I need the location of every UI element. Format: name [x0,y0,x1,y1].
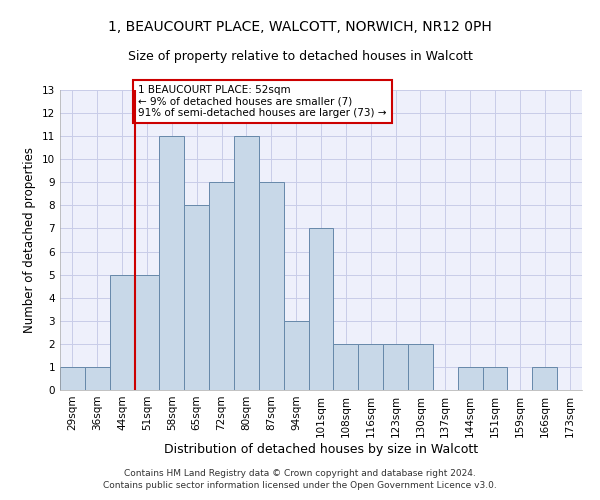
Bar [209,182,234,390]
Bar [60,367,85,390]
Bar [532,367,557,390]
X-axis label: Distribution of detached houses by size in Walcott: Distribution of detached houses by size … [164,442,478,456]
Bar [234,136,259,390]
Bar [334,344,358,390]
Bar [184,206,209,390]
Bar [160,136,184,390]
Text: 1 BEAUCOURT PLACE: 52sqm
← 9% of detached houses are smaller (7)
91% of semi-det: 1 BEAUCOURT PLACE: 52sqm ← 9% of detache… [139,85,387,118]
Bar [408,344,433,390]
Text: 1, BEAUCOURT PLACE, WALCOTT, NORWICH, NR12 0PH: 1, BEAUCOURT PLACE, WALCOTT, NORWICH, NR… [108,20,492,34]
Bar [85,367,110,390]
Bar [383,344,408,390]
Y-axis label: Number of detached properties: Number of detached properties [23,147,37,333]
Text: Contains HM Land Registry data © Crown copyright and database right 2024.
Contai: Contains HM Land Registry data © Crown c… [103,468,497,490]
Bar [308,228,334,390]
Bar [284,321,308,390]
Text: Size of property relative to detached houses in Walcott: Size of property relative to detached ho… [128,50,472,63]
Bar [134,274,160,390]
Bar [482,367,508,390]
Bar [110,274,134,390]
Bar [458,367,482,390]
Bar [358,344,383,390]
Bar [259,182,284,390]
